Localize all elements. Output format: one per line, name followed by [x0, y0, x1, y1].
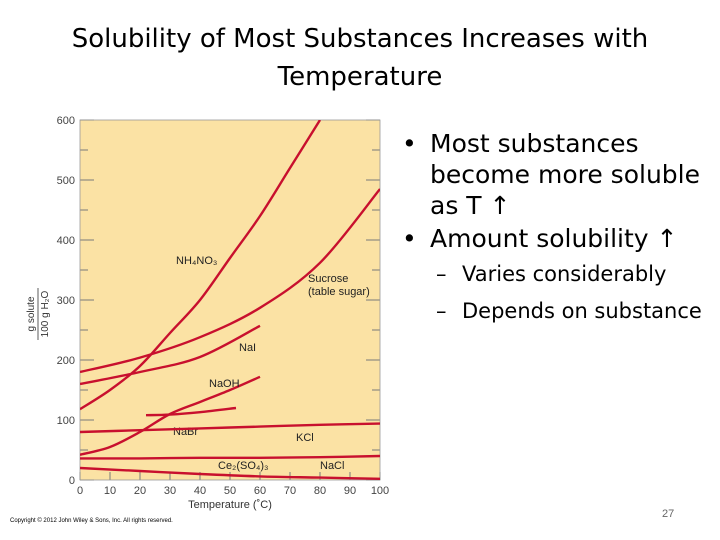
series-label: NH₄NO₃: [176, 255, 217, 267]
bullet-text: Most substances become more soluble as T…: [430, 129, 700, 220]
y-tick-label: 300: [57, 295, 75, 307]
series-curve: [80, 188, 380, 374]
series-curve: [80, 324, 261, 386]
sub-bullet-text: Depends on substance: [462, 299, 702, 323]
plot-frame: [79, 119, 381, 481]
x-tick-label: 50: [224, 485, 236, 497]
series-label: NaCl: [320, 460, 344, 472]
x-tick-label: 10: [104, 485, 116, 497]
x-tick-label: 90: [344, 485, 356, 497]
x-tick-label: 80: [314, 485, 326, 497]
series-curve: [80, 120, 322, 411]
series-curve: [80, 454, 380, 460]
y-tick-label: 200: [57, 355, 75, 367]
series-curve: [80, 422, 380, 434]
x-tick-label: 40: [194, 485, 206, 497]
y-tick-label: 400: [57, 235, 75, 247]
series-label: KCl: [296, 432, 314, 444]
y-axis-label: g solute 100 g H₂O: [26, 288, 51, 340]
sub-bullet-dash: –: [436, 262, 447, 286]
plot-background: [80, 120, 380, 480]
x-tick-label: 60: [254, 485, 266, 497]
y-tick-label: 500: [57, 175, 75, 187]
page-number: 27: [662, 508, 675, 520]
x-tick-label: 0: [77, 485, 83, 497]
x-tick-label: 70: [284, 485, 296, 497]
y-axis-label-denominator: 100 g H₂O: [40, 290, 51, 337]
bullet-text: Amount solubility ↑: [430, 224, 678, 253]
copyright-notice: Copyright © 2012 John Wiley & Sons, Inc.…: [10, 518, 173, 524]
y-tick-label: 100: [57, 415, 75, 427]
y-tick-label: 0: [69, 475, 75, 487]
x-tick-label: 30: [164, 485, 176, 497]
y-axis-label-numerator: g solute: [26, 296, 37, 331]
series-label: NaI: [239, 342, 256, 354]
series-label: Sucrose: [308, 273, 348, 285]
sub-bullet-item: – Depends on substance: [400, 295, 710, 328]
bullet-dot: •: [402, 129, 417, 158]
bullet-item: • Amount solubility ↑: [400, 223, 710, 254]
solubility-chart: 0 100 200 300 400 500 600 0 10 20 30 40 50 60 70 80 90 10…: [26, 115, 389, 511]
x-axis-label: Temperature (˚C): [188, 499, 272, 511]
series-curve: [145, 406, 237, 417]
x-tick-label: 100: [371, 485, 389, 497]
y-tick-label: 600: [57, 115, 75, 127]
bullet-dot: •: [402, 224, 417, 253]
series-label: (table sugar): [308, 286, 370, 298]
sub-bullet-item: – Varies considerably: [400, 258, 710, 291]
series-curve: [80, 466, 380, 480]
x-tick-label: 20: [134, 485, 146, 497]
slide-title: Solubility of Most Substances Increases …: [71, 24, 649, 92]
series-label: NaOH: [209, 378, 240, 390]
sub-bullet-dash: –: [436, 299, 447, 323]
bullet-list: • Most substances become more soluble as…: [400, 128, 710, 328]
series-label: Ce₂(SO₄)₃: [218, 460, 269, 472]
sub-bullet-text: Varies considerably: [462, 262, 667, 286]
bullet-item: • Most substances become more soluble as…: [400, 128, 710, 221]
